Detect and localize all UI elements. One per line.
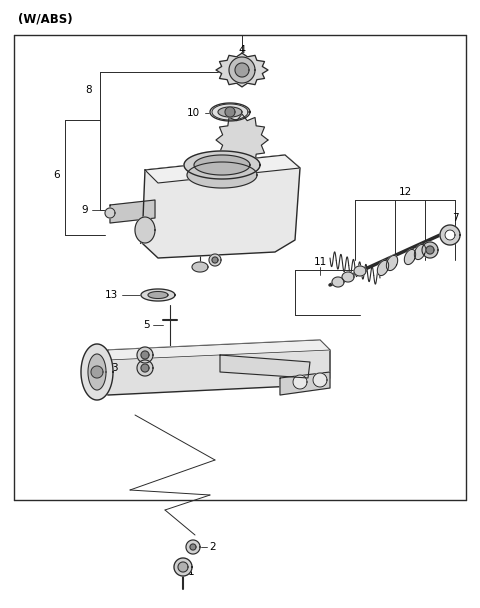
Polygon shape — [91, 366, 103, 378]
Polygon shape — [440, 225, 460, 245]
Text: 13: 13 — [105, 290, 118, 300]
Polygon shape — [293, 375, 307, 389]
Text: 3: 3 — [111, 363, 118, 373]
Polygon shape — [108, 340, 330, 360]
Polygon shape — [386, 255, 397, 271]
Polygon shape — [229, 57, 255, 83]
Text: 10: 10 — [187, 108, 200, 118]
Text: 4: 4 — [239, 45, 246, 55]
Text: 8: 8 — [85, 85, 92, 95]
Polygon shape — [148, 291, 168, 299]
Polygon shape — [194, 155, 250, 175]
Polygon shape — [178, 562, 188, 572]
Polygon shape — [280, 372, 330, 395]
Text: 1: 1 — [188, 567, 194, 577]
Polygon shape — [216, 53, 268, 87]
Text: 6: 6 — [53, 170, 60, 180]
Polygon shape — [141, 351, 149, 359]
Polygon shape — [95, 340, 330, 395]
Polygon shape — [426, 246, 434, 254]
Polygon shape — [145, 155, 300, 183]
Polygon shape — [137, 360, 153, 376]
Polygon shape — [212, 257, 218, 263]
Polygon shape — [422, 242, 438, 258]
Polygon shape — [110, 200, 155, 223]
Polygon shape — [414, 244, 426, 260]
Text: (W/ABS): (W/ABS) — [18, 12, 72, 25]
Polygon shape — [332, 277, 344, 287]
Polygon shape — [342, 272, 354, 282]
Text: 11: 11 — [313, 257, 326, 267]
Polygon shape — [225, 107, 235, 117]
Polygon shape — [190, 544, 196, 550]
Polygon shape — [210, 103, 250, 121]
Polygon shape — [354, 266, 366, 276]
Polygon shape — [404, 249, 416, 264]
Polygon shape — [81, 344, 113, 400]
Polygon shape — [141, 364, 149, 372]
Polygon shape — [186, 540, 200, 554]
Polygon shape — [142, 155, 300, 258]
Polygon shape — [88, 354, 106, 390]
Polygon shape — [218, 107, 242, 117]
Polygon shape — [187, 162, 257, 188]
Polygon shape — [209, 254, 221, 266]
Text: 2: 2 — [209, 542, 216, 552]
Polygon shape — [141, 289, 175, 301]
Polygon shape — [184, 151, 260, 179]
Text: 7: 7 — [452, 213, 458, 223]
Polygon shape — [377, 260, 389, 275]
Polygon shape — [220, 355, 310, 378]
Text: 5: 5 — [144, 320, 150, 330]
Polygon shape — [137, 347, 153, 363]
Text: 3: 3 — [111, 350, 118, 360]
Polygon shape — [135, 217, 155, 243]
Text: 12: 12 — [398, 187, 412, 197]
Polygon shape — [192, 262, 208, 272]
Polygon shape — [105, 208, 115, 218]
Text: 9: 9 — [82, 205, 88, 215]
Polygon shape — [445, 230, 455, 240]
Polygon shape — [174, 558, 192, 576]
Polygon shape — [216, 114, 268, 166]
Polygon shape — [313, 373, 327, 387]
Polygon shape — [235, 63, 249, 77]
